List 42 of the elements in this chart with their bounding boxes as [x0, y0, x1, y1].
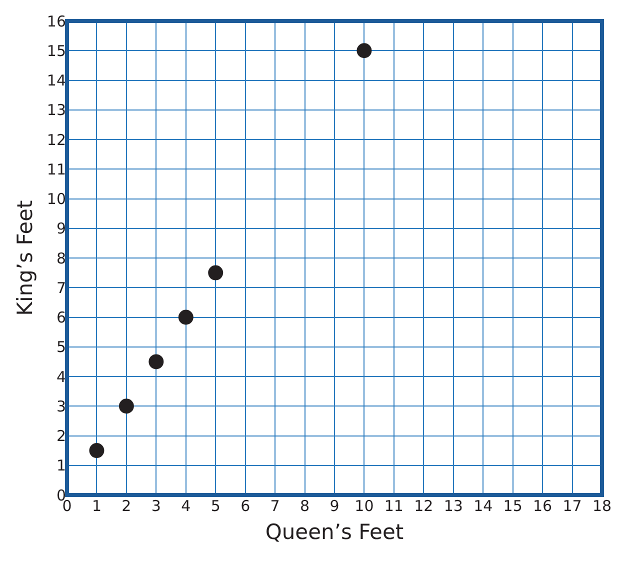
y-tick-label: 7 [56, 278, 66, 297]
x-tick-label: 8 [300, 497, 310, 515]
point [118, 398, 134, 414]
y-tick-label: 5 [56, 338, 66, 356]
y-tick-label: 13 [46, 101, 66, 120]
y-tick-label: 6 [56, 308, 66, 326]
y-tick-label: 12 [46, 130, 66, 149]
y-tick-label: 10 [46, 190, 66, 208]
y-tick-label: 8 [56, 249, 66, 268]
point [89, 443, 104, 458]
y-tick-label: 15 [46, 42, 66, 60]
y-tick-label: 2 [56, 427, 66, 445]
x-tick-label: 2 [122, 497, 132, 515]
point [356, 43, 372, 58]
y-tick-label: 11 [46, 160, 66, 178]
x-tick-label: 14 [474, 497, 493, 515]
point [208, 265, 224, 280]
y-tick-label: 1 [56, 456, 66, 475]
x-tick-label: 16 [533, 497, 552, 515]
x-tick-label: 1 [92, 497, 102, 515]
x-tick-label: 12 [414, 497, 434, 515]
x-tick-label: 13 [444, 497, 463, 515]
y-tick-label: 14 [46, 72, 66, 90]
y-tick-label: 3 [56, 397, 66, 416]
x-tick-label: 11 [384, 497, 404, 515]
point [148, 354, 164, 370]
x-tick-label: 5 [210, 497, 220, 515]
y-axis-title: King’s Feet [13, 200, 38, 316]
x-tick-label: 7 [270, 497, 280, 515]
x-tick-label: 6 [240, 497, 250, 515]
x-tick-label: 4 [181, 497, 191, 515]
x-tick-label: 3 [151, 497, 161, 515]
x-tick-label: 17 [562, 497, 582, 515]
y-tick-label: 4 [56, 368, 66, 386]
y-tick-label: 9 [56, 220, 66, 238]
x-tick-label: 10 [354, 497, 374, 515]
y-tick-label: 16 [46, 12, 66, 30]
x-tick-label: 9 [330, 497, 340, 515]
point [178, 310, 194, 325]
x-tick-label: 15 [503, 497, 522, 515]
x-axis-title: Queen’s Feet [265, 520, 404, 544]
x-tick-label: 18 [592, 497, 612, 515]
